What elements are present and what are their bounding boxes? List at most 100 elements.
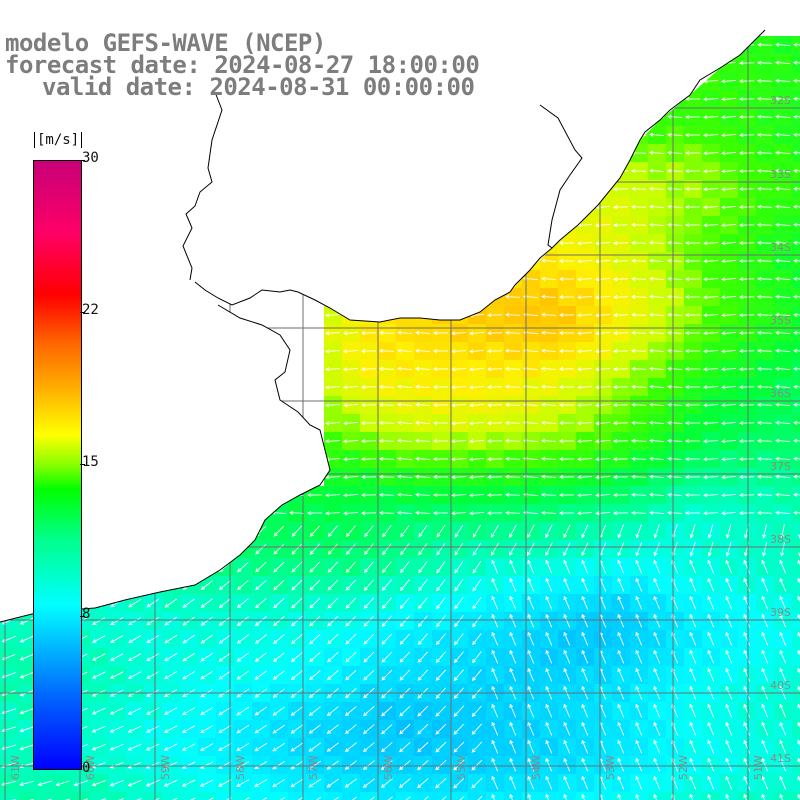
wind-arrow <box>743 757 751 772</box>
wind-arrow <box>379 402 395 407</box>
wind-arrow <box>703 187 719 192</box>
wind-arrow <box>361 439 377 444</box>
wind-arrow <box>581 577 589 592</box>
wind-arrow <box>739 79 755 84</box>
wind-arrow <box>417 759 429 771</box>
wind-arrow <box>379 492 395 497</box>
wind-arrow <box>721 277 737 282</box>
wind-arrow <box>649 456 665 461</box>
wind-arrow <box>780 542 785 557</box>
wind-arrow <box>595 349 611 354</box>
wind-arrow <box>707 631 715 646</box>
wind-arrow <box>703 493 719 498</box>
wind-arrow <box>471 723 483 735</box>
wind-arrow <box>545 524 553 539</box>
wind-arrow <box>541 276 557 281</box>
wind-arrow <box>363 597 375 609</box>
wind-arrow <box>739 295 755 300</box>
wind-arrow <box>491 524 499 538</box>
wind-arrow <box>505 456 521 461</box>
wind-arrow <box>309 543 321 555</box>
wind-arrow <box>362 760 375 770</box>
wind-arrow <box>254 779 268 788</box>
wind-arrow <box>617 577 625 592</box>
wind-arrow <box>491 703 499 718</box>
wind-arrow <box>635 721 643 736</box>
wind-arrow <box>487 457 503 462</box>
wind-cell <box>360 792 379 800</box>
wind-arrow <box>689 721 697 736</box>
wind-arrow <box>757 456 773 461</box>
wind-arrow <box>757 240 773 245</box>
wind-arrow <box>653 524 660 539</box>
wind-arrow <box>797 613 800 620</box>
wind-arrow <box>415 510 431 515</box>
wind-arrow <box>649 330 665 335</box>
wind-arrow <box>309 561 321 573</box>
wind-arrow <box>721 169 737 174</box>
wind-arrow <box>793 492 800 497</box>
wind-arrow <box>541 438 557 443</box>
wind-arrow <box>379 420 395 425</box>
wind-cell <box>792 576 800 595</box>
wind-arrow <box>509 524 517 538</box>
wind-arrow <box>779 739 787 754</box>
wind-arrow <box>793 222 800 227</box>
wind-arrow <box>416 778 429 789</box>
wind-arrow <box>757 150 773 155</box>
wind-arrow <box>509 757 517 772</box>
wind-arrow <box>417 723 429 735</box>
wind-cell <box>792 144 800 163</box>
wind-arrow <box>541 348 557 353</box>
wind-arrow <box>399 705 411 717</box>
wind-arrow <box>775 60 791 65</box>
wind-arrow <box>703 205 719 210</box>
lat-label: 40S <box>770 679 791 692</box>
wind-arrow <box>581 757 589 772</box>
wind-arrow <box>577 295 593 300</box>
wind-arrow <box>236 742 250 752</box>
wind-arrow <box>721 511 737 516</box>
wind-arrow <box>725 649 733 664</box>
wind-arrow <box>91 780 106 787</box>
wind-arrow <box>703 151 719 156</box>
wind-arrow <box>613 277 629 282</box>
wind-cell <box>432 792 451 800</box>
wind-arrow <box>685 330 701 336</box>
wind-arrow <box>363 615 375 627</box>
wind-arrow <box>595 385 611 390</box>
wind-arrow <box>667 438 683 443</box>
wind-arrow <box>362 742 375 753</box>
wind-arrow <box>380 778 393 788</box>
wind-arrow <box>707 775 715 790</box>
wind-arrow <box>417 633 428 646</box>
wind-arrow <box>739 97 755 102</box>
wind-arrow <box>218 743 232 751</box>
wind-arrow <box>581 613 589 628</box>
wind-arrow <box>487 403 503 408</box>
wind-cell <box>792 108 800 127</box>
wind-arrow <box>491 595 499 610</box>
wind-arrow <box>613 403 629 408</box>
lon-label: 58W <box>234 755 247 780</box>
wind-arrow <box>581 739 589 754</box>
wind-arrow <box>236 634 249 644</box>
wind-arrow <box>635 793 640 800</box>
wind-arrow <box>703 241 719 246</box>
wind-arrow <box>703 475 719 480</box>
wind-arrow <box>739 187 755 192</box>
wind-arrow <box>739 61 755 66</box>
colorbar-tickmark <box>80 464 85 465</box>
wind-arrow <box>236 598 249 609</box>
wind-arrow <box>397 420 413 425</box>
wind-cell <box>792 594 800 613</box>
wind-arrow <box>595 277 611 282</box>
wind-cell <box>720 792 739 800</box>
wind-arrow <box>100 798 106 800</box>
wind-cell <box>792 702 800 721</box>
wind-arrow <box>703 439 719 444</box>
wind-arrow <box>454 579 464 592</box>
wind-arrow <box>381 561 392 574</box>
wind-arrow <box>505 312 521 317</box>
colorbar-tickmark <box>80 312 85 313</box>
